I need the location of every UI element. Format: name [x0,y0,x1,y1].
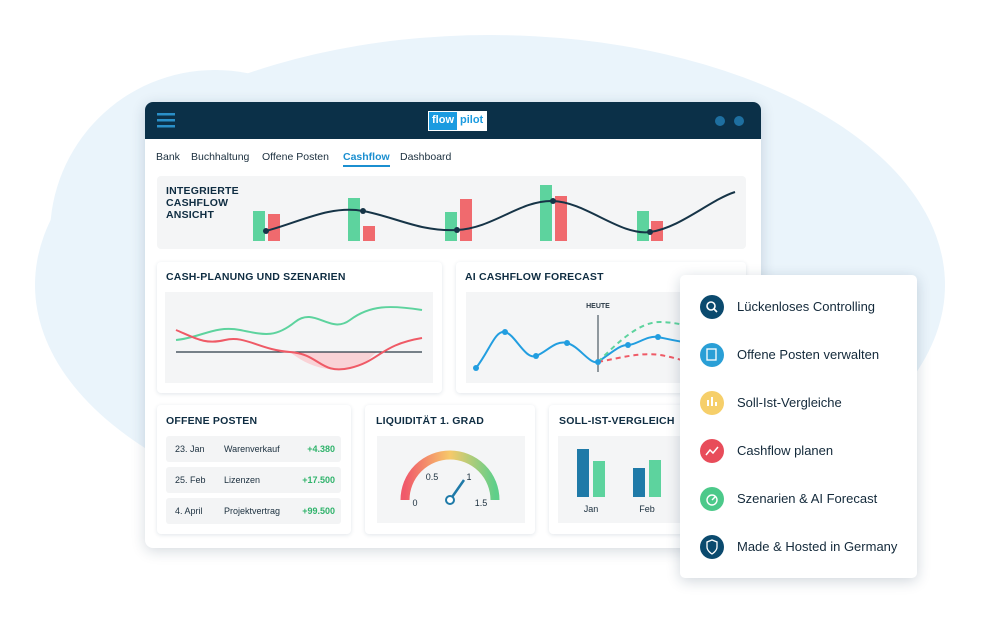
panel-title: OFFENE POSTEN [166,415,258,427]
open-item-row: 25. Feb Lizenzen +17.500 [166,467,341,493]
date: 4. April [175,506,203,516]
feature-item: Soll-Ist-Vergleiche [737,395,842,410]
amount: +4.380 [307,444,335,454]
amount: +17.500 [302,475,335,485]
title-line: INTEGRIERTE [166,185,239,197]
title-line: ANSICHT [166,209,215,221]
panel-title: SOLL-IST-VERGLEICH [559,415,675,427]
gauge: 0 0.5 1 1.5 [377,436,525,523]
gauge-label: 1 [466,472,471,482]
description: Lizenzen [224,475,261,485]
nav-tab[interactable]: Buchhaltung [191,151,250,163]
date: 23. Jan [175,444,205,454]
description: Projektvertrag [224,506,281,516]
month-label: Jan [584,504,599,514]
feature-item: Szenarien & AI Forecast [737,491,878,506]
nav-tab-active[interactable]: Cashflow [343,151,390,167]
feature-item: Lückenloses Controlling [737,299,876,314]
logo-part: pilot [457,112,487,130]
gauge-label: 0.5 [426,472,439,482]
description: Warenverkauf [224,444,280,454]
cash-planning-chart [165,292,433,383]
gauge-label: 1.5 [475,498,488,508]
open-item-row: 4. April Projektvertrag +99.500 [166,498,341,524]
gauge-label: 0 [412,498,417,508]
logo-part: flow [429,112,457,130]
nav-tab[interactable]: Bank [156,151,180,163]
month-label: Feb [639,504,655,514]
feature-item: Cashflow planen [737,443,834,458]
date: 25. Feb [175,475,206,485]
feature-card [680,275,917,578]
feature-icons [700,295,724,559]
feature-item: Made & Hosted in Germany [737,539,898,554]
menu-icon[interactable] [150,108,190,134]
logo: flow pilot [428,111,488,131]
panel-title: AI CASHFLOW FORECAST [465,271,604,283]
title-line: CASHFLOW [166,197,229,209]
marker-label: HEUTE [586,303,610,310]
nav-tab[interactable]: Dashboard [400,151,452,163]
panel-title: CASH-PLANUNG UND SZENARIEN [166,271,346,283]
panel-title: LIQUIDITÄT 1. GRAD [376,415,485,427]
panel-title: INTEGRIERTE CASHFLOW ANSICHT [166,185,239,221]
feature-item: Offene Posten verwalten [737,347,880,362]
overview-chart [253,185,736,241]
nav-tab[interactable]: Offene Posten [262,151,329,163]
window-dots [715,116,744,126]
open-item-row: 23. Jan Warenverkauf +4.380 [166,436,341,462]
amount: +99.500 [302,506,335,516]
